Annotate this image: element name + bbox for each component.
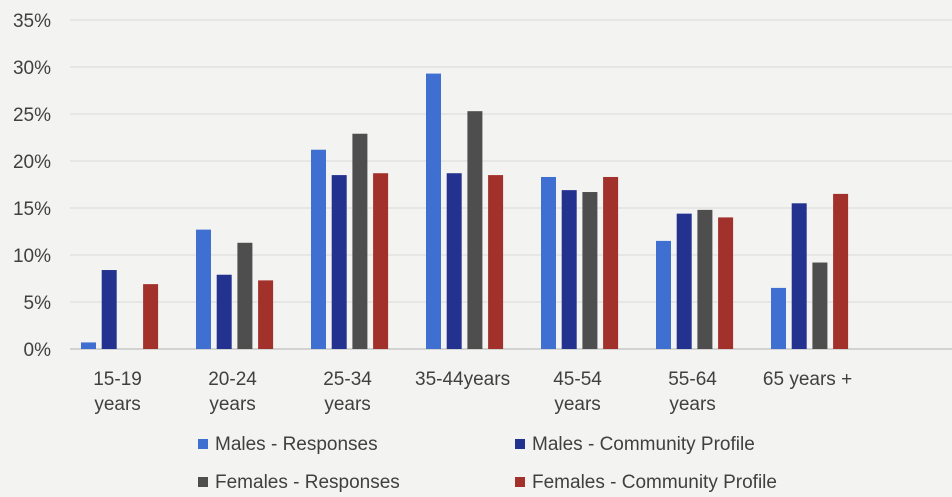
bar [833, 193, 849, 349]
x-tick-label: 65 years + [763, 369, 852, 390]
bar [196, 229, 211, 349]
bar [237, 242, 253, 349]
x-tick-label: 35-44years [415, 369, 510, 390]
legend-label: Females - Community Profile [532, 472, 777, 493]
bar [101, 270, 117, 349]
legend-swatch [198, 439, 208, 449]
y-tick-label: 20% [13, 152, 51, 173]
bar [676, 213, 692, 349]
bar [331, 175, 347, 349]
legend-swatch [198, 477, 208, 487]
legend-item: Females - Community Profile [515, 472, 777, 493]
y-tick-label: 15% [13, 199, 51, 220]
legend-label: Males - Responses [215, 434, 378, 455]
y-tick-label: 0% [24, 340, 52, 361]
y-tick-label: 30% [13, 58, 51, 79]
bar [603, 176, 619, 349]
bar [791, 203, 807, 349]
x-tick-label: 20-24 years [208, 369, 257, 415]
bar [771, 287, 786, 349]
bar [812, 262, 828, 349]
bar [467, 111, 483, 350]
y-axis-ticks: 0% 5% 10% 15% 20% 25% 30% 35% [13, 11, 51, 361]
legend-item: Males - Community Profile [515, 434, 755, 455]
bar [582, 192, 598, 349]
x-axis-ticks: 15-19 years 20-24 years 25-34 years 35-44years… [93, 369, 852, 415]
bar [258, 280, 274, 349]
legend: Males - Responses Males - Community Profi… [198, 434, 777, 493]
bar [216, 274, 232, 349]
x-tick-label: 45-54 years [553, 369, 602, 415]
bar [352, 133, 368, 349]
bar [656, 240, 671, 349]
bar [446, 173, 462, 349]
legend-swatch [515, 477, 525, 487]
legend-item: Males - Responses [198, 434, 378, 455]
x-tick-label: 55-64 years [668, 369, 717, 415]
bar [426, 73, 441, 349]
bar [311, 149, 326, 349]
x-tick-label: 25-34 years [323, 369, 372, 415]
legend-label: Males - Community Profile [532, 434, 755, 455]
legend-swatch [515, 439, 525, 449]
bar [81, 342, 96, 349]
legend-item: Females - Responses [198, 472, 400, 493]
x-tick-label: 15-19 years [93, 369, 142, 415]
bar [488, 175, 504, 349]
bars [81, 73, 849, 350]
bar [697, 209, 713, 349]
y-tick-label: 10% [13, 246, 51, 267]
bar [541, 176, 556, 349]
y-tick-label: 5% [24, 293, 52, 314]
y-tick-label: 35% [13, 11, 51, 32]
bar [373, 173, 389, 349]
bar [561, 190, 577, 349]
legend-label: Females - Responses [215, 472, 400, 493]
bar [143, 284, 159, 349]
bar [718, 217, 734, 349]
y-tick-label: 25% [13, 105, 51, 126]
